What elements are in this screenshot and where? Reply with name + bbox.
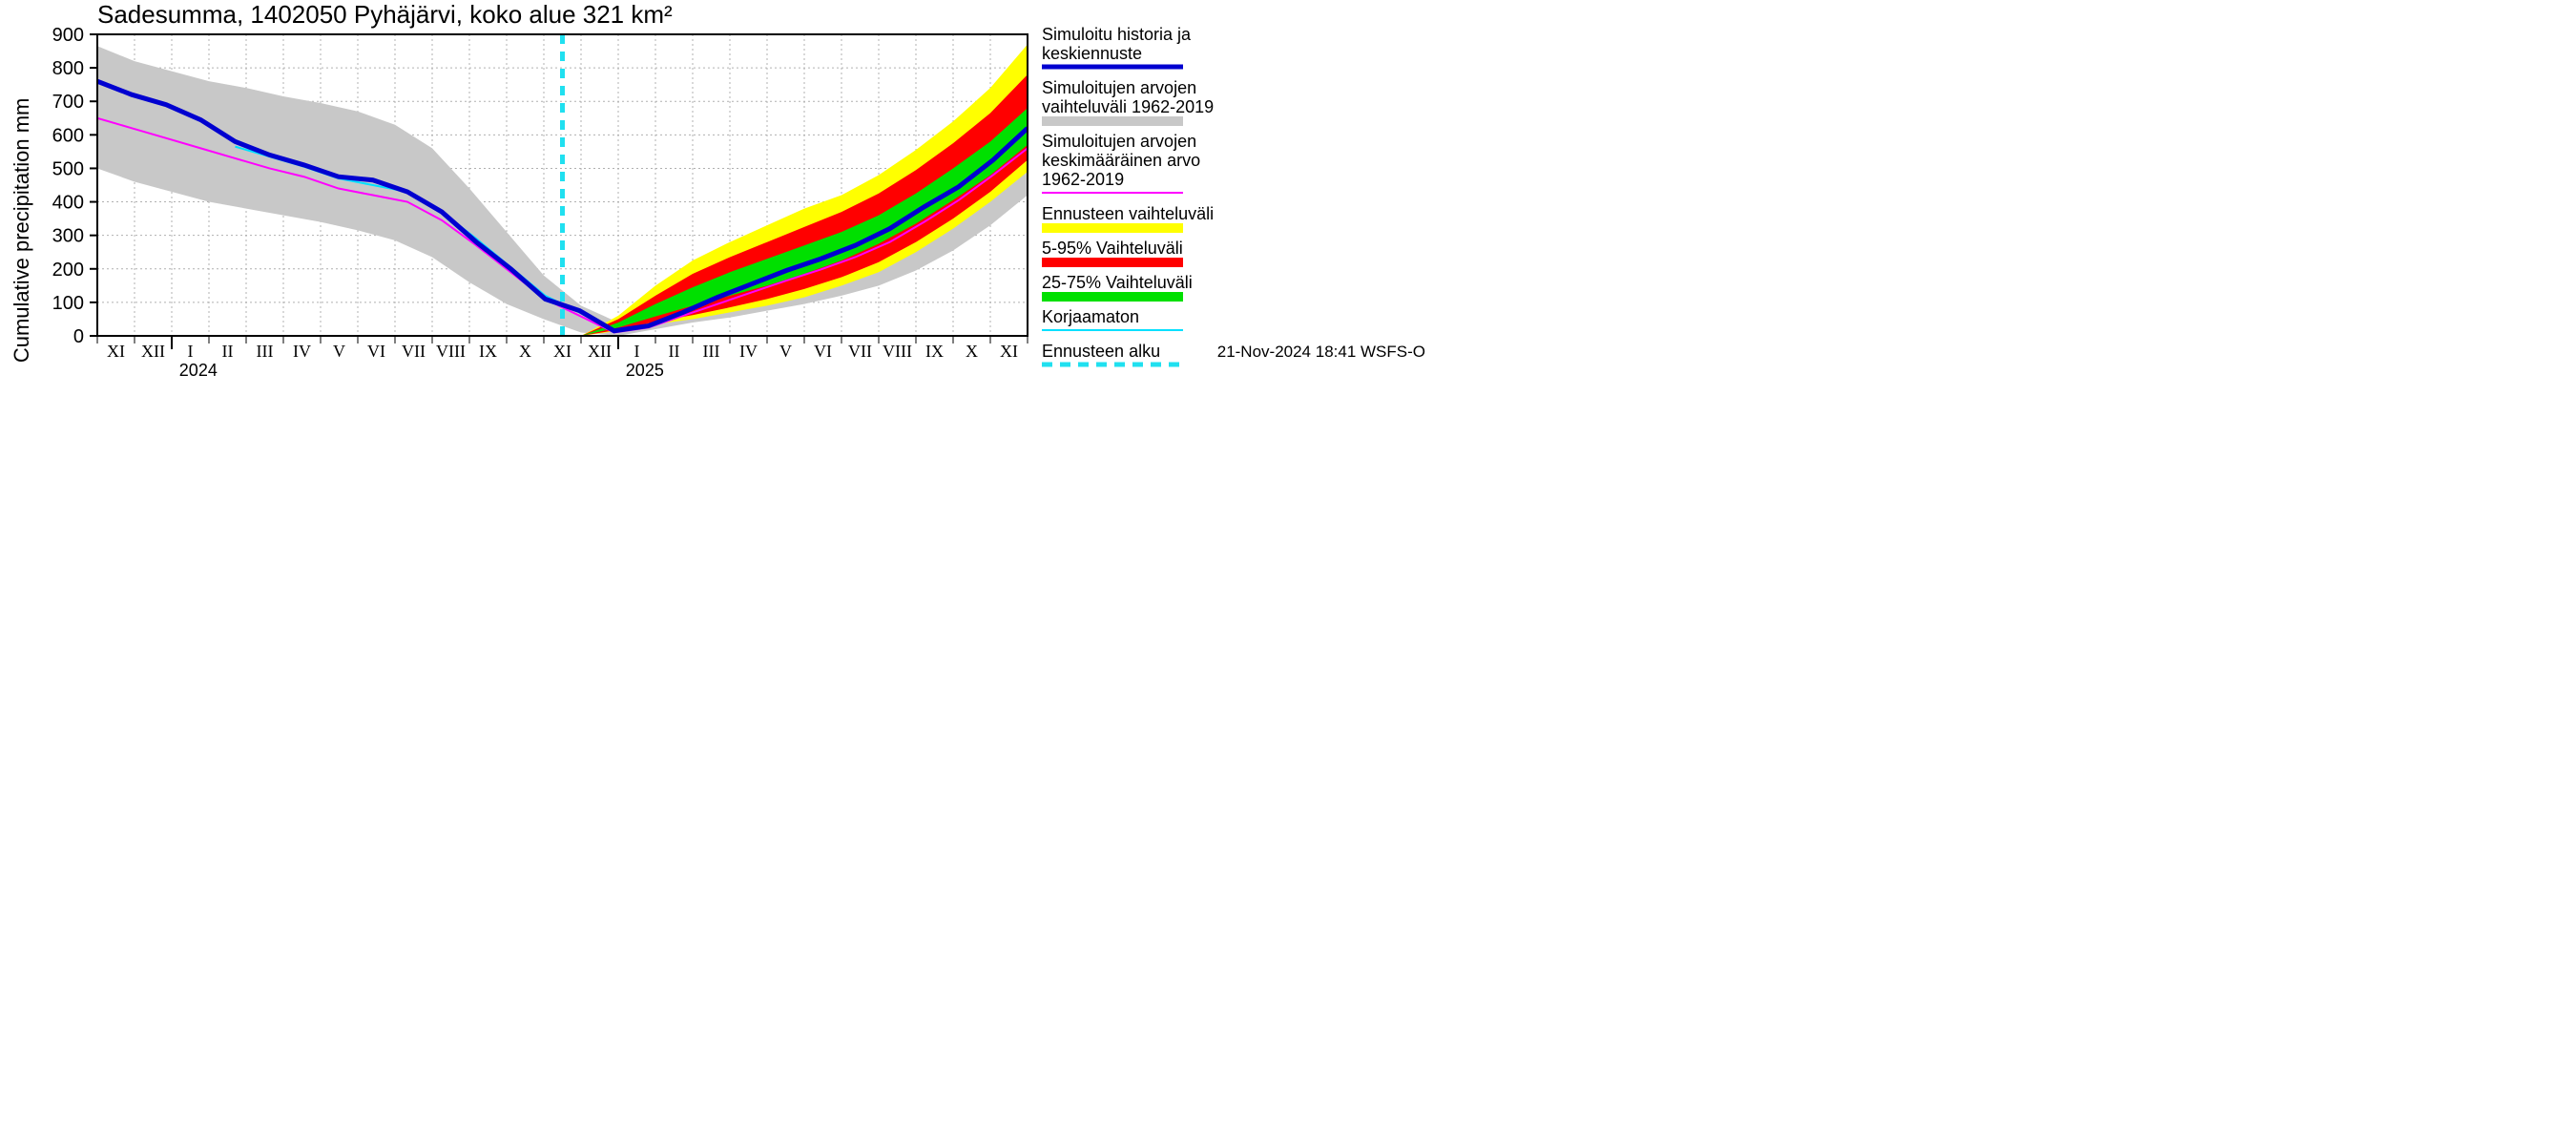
x-month-label: III [703, 342, 720, 361]
x-month-label: VII [848, 342, 872, 361]
y-tick-label: 200 [52, 260, 84, 281]
x-month-label: V [333, 342, 345, 361]
x-month-label: XI [1000, 342, 1018, 361]
x-month-label: IV [739, 342, 758, 361]
y-tick-label: 300 [52, 226, 84, 247]
x-month-label: VIII [436, 342, 466, 361]
x-month-label: II [669, 342, 680, 361]
legend-swatch [1042, 258, 1183, 267]
legend-label: 25-75% Vaihteluväli [1042, 273, 1193, 292]
y-axis-label: Cumulative precipitation mm [10, 98, 33, 364]
legend-swatch [1042, 223, 1183, 233]
x-month-label: VIII [883, 342, 912, 361]
y-tick-label: 800 [52, 58, 84, 79]
precipitation-chart: 0100200300400500600700800900XIXIIIIIIIII… [0, 0, 1431, 635]
legend-label: Korjaamaton [1042, 307, 1139, 326]
x-month-label: IX [925, 342, 944, 361]
x-month-label: VI [367, 342, 385, 361]
chart-container: 0100200300400500600700800900XIXIIIIIIIII… [0, 0, 1431, 635]
y-tick-label: 600 [52, 125, 84, 146]
x-year-label: 2024 [179, 361, 218, 380]
x-month-label: V [779, 342, 792, 361]
legend-label: 1962-2019 [1042, 170, 1124, 189]
chart-title: Sadesumma, 1402050 Pyhäjärvi, koko alue … [97, 0, 673, 29]
x-month-label: X [519, 342, 531, 361]
x-year-label: 2025 [626, 361, 664, 380]
legend: Simuloitu historia jakeskiennuste Simuloi… [1042, 25, 1214, 364]
legend-label: Simuloitujen arvojen [1042, 132, 1196, 151]
y-tick-label: 900 [52, 25, 84, 46]
x-month-label: IX [479, 342, 497, 361]
x-month-label: VI [814, 342, 832, 361]
legend-label: vaihteluväli 1962-2019 [1042, 97, 1214, 116]
x-month-label: X [966, 342, 978, 361]
y-tick-label: 400 [52, 193, 84, 214]
x-month-label: III [257, 342, 274, 361]
legend-label: 5-95% Vaihteluväli [1042, 239, 1183, 258]
legend-swatch [1042, 292, 1183, 302]
footer-timestamp: 21-Nov-2024 18:41 WSFS-O [1217, 343, 1425, 361]
y-tick-label: 100 [52, 293, 84, 314]
legend-label: keskimääräinen arvo [1042, 151, 1200, 170]
legend-label: Simuloitu historia ja [1042, 25, 1192, 44]
y-tick-label: 0 [73, 326, 84, 347]
x-month-label: XII [141, 342, 165, 361]
legend-label: Simuloitujen arvojen [1042, 78, 1196, 97]
x-month-label: VII [402, 342, 426, 361]
legend-label: Ennusteen vaihteluväli [1042, 204, 1214, 223]
legend-label: keskiennuste [1042, 44, 1142, 63]
legend-swatch [1042, 116, 1183, 126]
x-month-label: I [634, 342, 640, 361]
x-month-label: I [188, 342, 194, 361]
legend-label: Ennusteen alku [1042, 342, 1160, 361]
plot-area [97, 34, 1028, 336]
x-month-label: XI [553, 342, 571, 361]
x-month-label: XII [588, 342, 612, 361]
x-month-label: XI [107, 342, 125, 361]
x-month-label: IV [293, 342, 311, 361]
y-tick-label: 700 [52, 92, 84, 113]
y-tick-label: 500 [52, 158, 84, 179]
x-month-label: II [222, 342, 234, 361]
